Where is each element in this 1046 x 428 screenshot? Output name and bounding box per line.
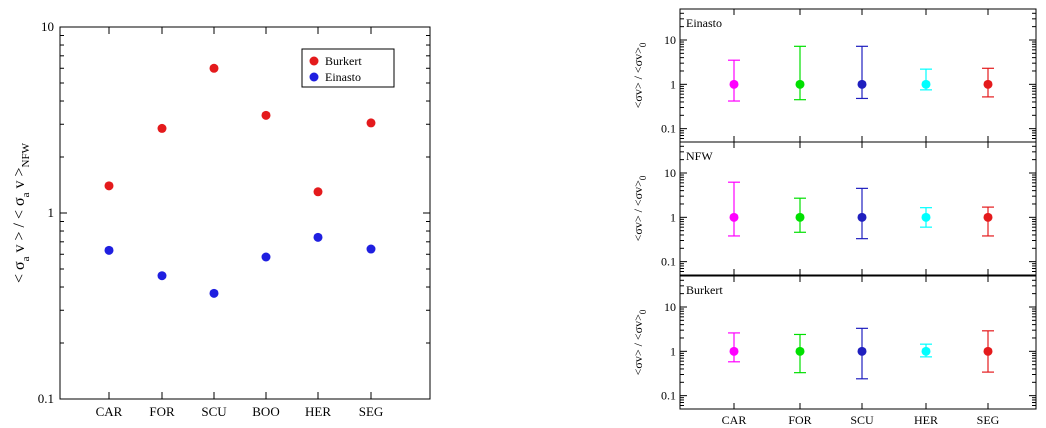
- left-x-tick-label: FOR: [149, 404, 175, 419]
- left-y-tick-label: 0.1: [38, 391, 54, 406]
- data-point-nfw-for: [795, 212, 805, 222]
- left-x-tick-label: SCU: [201, 404, 227, 419]
- panel-y-tick-label: 1: [670, 210, 676, 224]
- left-x-tick-label: HER: [305, 404, 331, 419]
- data-point-einasto-car: [104, 245, 114, 255]
- data-point-nfw-car: [729, 212, 739, 222]
- data-point-einasto-her: [313, 232, 323, 242]
- data-point-burkert-car: [729, 346, 739, 356]
- legend-marker-einasto: [309, 72, 319, 82]
- data-point-burkert-scu: [857, 346, 867, 356]
- data-point-burkert-seg: [983, 346, 993, 356]
- data-point-nfw-seg: [983, 212, 993, 222]
- data-point-einasto-scu: [857, 79, 867, 89]
- panel-y-axis-label: <σv> / <σv>0: [631, 175, 648, 241]
- data-point-burkert-boo: [261, 110, 271, 120]
- panel-frame-burkert: [679, 275, 1037, 410]
- data-point-burkert-her: [921, 346, 931, 356]
- data-point-einasto-boo: [261, 252, 271, 262]
- panel-label-einasto: Einasto: [686, 16, 722, 30]
- data-point-burkert-for: [157, 123, 167, 133]
- data-point-einasto-seg: [366, 244, 376, 254]
- data-point-burkert-for: [795, 346, 805, 356]
- data-point-einasto-car: [729, 79, 739, 89]
- right-x-tick-label: HER: [914, 413, 938, 427]
- data-point-nfw-scu: [857, 212, 867, 222]
- right-x-tick-label: CAR: [722, 413, 747, 427]
- data-point-einasto-for: [157, 271, 167, 281]
- data-point-burkert-scu: [209, 63, 219, 73]
- left-y-tick-label: 10: [41, 19, 54, 34]
- right-x-tick-label: SEG: [977, 413, 1000, 427]
- data-point-burkert-car: [104, 181, 114, 191]
- data-point-einasto-her: [921, 79, 931, 89]
- right-x-tick-label: SCU: [850, 413, 874, 427]
- panel-y-tick-label: 1: [670, 77, 676, 91]
- panel-y-tick-label: 10: [664, 300, 676, 314]
- legend-label-burkert: Burkert: [325, 54, 362, 68]
- panel-y-axis-label: <σv> / <σv>0: [631, 309, 648, 375]
- left-y-tick-label: 1: [48, 205, 55, 220]
- data-point-burkert-her: [313, 187, 323, 197]
- panel-frame-nfw: [679, 141, 1037, 276]
- right-x-tick-label: FOR: [788, 413, 811, 427]
- left-x-tick-label: BOO: [252, 404, 279, 419]
- data-point-burkert-seg: [366, 118, 376, 128]
- panel-y-tick-label: 1: [670, 344, 676, 358]
- data-point-nfw-her: [921, 212, 931, 222]
- panel-y-tick-label: 0.1: [661, 122, 676, 136]
- legend-label-einasto: Einasto: [325, 70, 361, 84]
- left-x-tick-label: SEG: [359, 404, 384, 419]
- panel-y-tick-label: 0.1: [661, 389, 676, 403]
- panel-y-tick-label: 0.1: [661, 255, 676, 269]
- left-y-axis-label: < σa v > / < σa v >NFW: [11, 142, 32, 283]
- panel-label-nfw: NFW: [686, 149, 713, 163]
- data-point-einasto-seg: [983, 79, 993, 89]
- legend-box: [301, 48, 395, 88]
- panel-y-tick-label: 10: [664, 166, 676, 180]
- left-x-tick-label: CAR: [96, 404, 123, 419]
- panel-label-burkert: Burkert: [686, 283, 723, 297]
- data-point-einasto-scu: [209, 288, 219, 298]
- left-legend: Burkert Einasto: [301, 48, 395, 88]
- legend-marker-burkert: [309, 56, 319, 66]
- panel-y-tick-label: 10: [664, 33, 676, 47]
- data-point-einasto-for: [795, 79, 805, 89]
- panel-y-axis-label: <σv> / <σv>0: [631, 42, 648, 108]
